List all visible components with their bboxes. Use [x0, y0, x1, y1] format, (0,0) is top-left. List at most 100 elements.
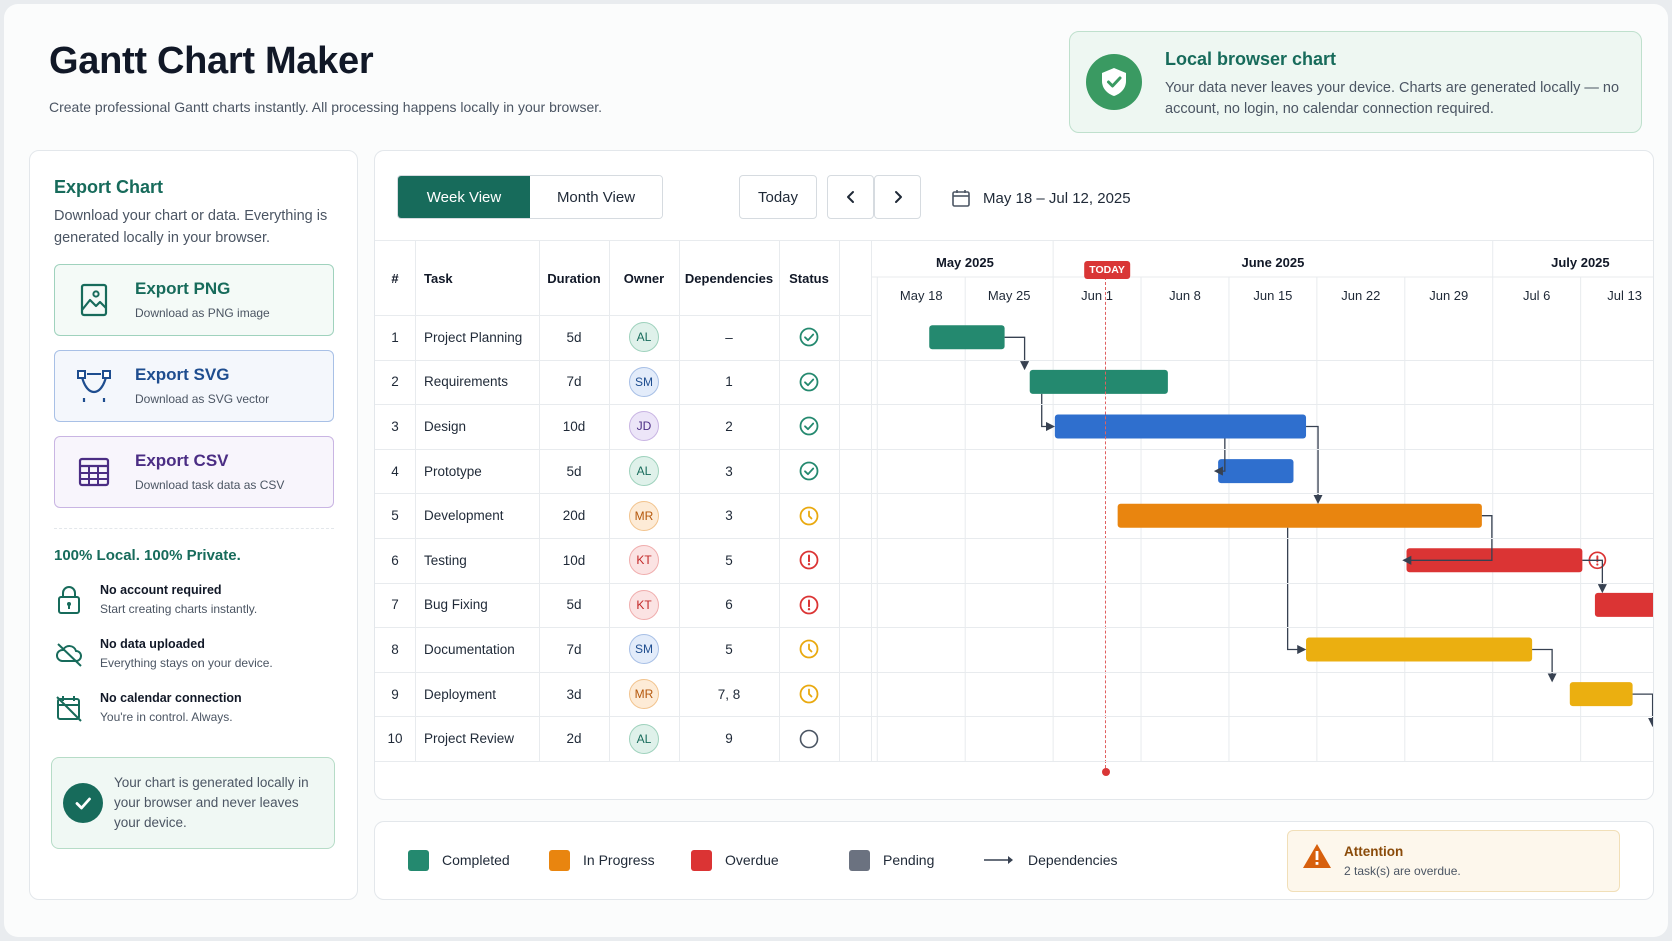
week-view-button[interactable]: Week View [398, 176, 530, 218]
status-cell [779, 583, 839, 628]
task-duration: 5d [566, 329, 582, 345]
week-label: May 18 [899, 288, 943, 303]
gantt-bar[interactable] [929, 325, 1005, 350]
timeline: May 18 May 25 Jun 1 Jun 8 Jun 15 Jun 22 Jun 29… [871, 241, 1653, 791]
week-label: Jun 8 [1169, 288, 1201, 303]
status-overdue-icon [799, 550, 819, 570]
export-csv-button[interactable]: Export CSV Download task data as CSV [54, 436, 334, 508]
task-number: 9 [391, 686, 399, 702]
table-row[interactable]: 8 Documentation 7d SM 5 [375, 627, 871, 672]
task-duration: 10d [562, 418, 586, 434]
banner-text: Your data never leaves your device. Char… [1165, 80, 1620, 117]
export-png-button[interactable]: Export PNG Download as PNG image [54, 264, 334, 336]
table-row[interactable]: 10 Project Review 2d AL 9 [375, 716, 871, 761]
gantt-bar[interactable] [1569, 682, 1633, 707]
table-row[interactable]: 3 Design 10d JD 2 [375, 404, 871, 449]
check-circle-icon [63, 783, 103, 823]
gantt-bar[interactable] [1029, 369, 1168, 394]
avatar: SM [629, 366, 659, 397]
status-overdue-icon [799, 595, 819, 615]
task-name: Project Review [424, 731, 515, 747]
gantt-bar[interactable] [1406, 548, 1583, 573]
task-dependencies: 9 [725, 731, 733, 747]
table-row[interactable]: 2 Requirements 7d SM 1 [375, 360, 871, 405]
status-cell [779, 672, 839, 717]
table-row[interactable]: 7 Bug Fixing 5d KT 6 [375, 583, 871, 628]
grid-line [375, 761, 1653, 762]
status-in-progress-icon [799, 684, 819, 704]
gantt-bar[interactable] [1306, 637, 1533, 662]
status-completed-icon [799, 417, 819, 436]
export-svg-subtitle: Download as SVG vector [135, 392, 270, 406]
task-name: Development [424, 508, 504, 524]
task-duration: 7d [566, 641, 582, 657]
lock-icon [58, 586, 80, 614]
month-view-button[interactable]: Month View [530, 176, 662, 218]
task-name: Prototype [424, 463, 482, 479]
task-dependencies: 3 [725, 508, 733, 524]
task-number: 1 [391, 329, 399, 345]
attention-title: Attention [1344, 844, 1404, 859]
grid-line [375, 671, 1653, 673]
header-duration: Duration [547, 270, 601, 286]
task-dependencies: – [725, 329, 733, 345]
task-name: Bug Fixing [424, 597, 488, 613]
table-row[interactable]: 9 Deployment 3d MR 7, 8 [375, 672, 871, 717]
today-line [1105, 277, 1107, 773]
owner-cell: SM [609, 360, 679, 405]
feature-subtitle: Start creating charts instantly. [100, 602, 258, 616]
feature-title: No calendar connection [100, 691, 242, 705]
table-row[interactable]: 4 Prototype 5d AL 3 [375, 449, 871, 494]
avatar: MR [629, 679, 659, 710]
task-name: Testing [424, 552, 467, 568]
gantt-bar[interactable] [1218, 459, 1294, 484]
generated-locally-note: Your chart is generated locally in your … [51, 757, 335, 849]
avatar: KT [629, 545, 659, 576]
task-name: Design [424, 418, 467, 434]
owner-cell: AL [609, 315, 679, 360]
task-duration: 10d [562, 552, 586, 568]
legend-label: In Progress [583, 852, 655, 868]
task-number: 8 [391, 641, 399, 657]
legend-swatch [849, 849, 870, 871]
task-dependencies: 5 [725, 641, 733, 657]
today-button[interactable]: Today [739, 175, 817, 219]
page-subtitle: Create professional Gantt charts instant… [49, 99, 603, 115]
dependency-arrow [1582, 559, 1607, 594]
owner-cell: JD [609, 404, 679, 449]
task-duration: 5d [566, 597, 582, 613]
shield-check-icon [1086, 54, 1142, 110]
previous-button[interactable] [827, 175, 874, 219]
table-row[interactable]: 1 Project Planning 5d AL – [375, 315, 871, 360]
grid-line [779, 241, 780, 761]
month-label: July 2025 [1551, 255, 1610, 270]
task-name: Deployment [424, 686, 497, 702]
arrow-right-icon [984, 856, 1013, 864]
header-owner: Owner [623, 270, 665, 286]
table-row[interactable]: 6 Testing 10d KT 5 [375, 538, 871, 583]
task-number: 4 [391, 463, 399, 479]
grid-line [539, 241, 540, 761]
gantt-bar[interactable] [1117, 503, 1482, 528]
export-csv-label: Export CSV [135, 451, 229, 470]
owner-cell: KT [609, 583, 679, 628]
status-in-progress-icon [799, 506, 819, 526]
legend-completed: Completed [408, 848, 510, 872]
status-cell [779, 449, 839, 494]
date-range: May 18 – Jul 12, 2025 [951, 186, 1131, 210]
table-row[interactable]: 5 Development 20d MR 3 [375, 493, 871, 538]
export-svg-button[interactable]: Export SVG Download as SVG vector [54, 350, 334, 422]
week-label: Jun 1 [1081, 288, 1113, 303]
warning-icon [1303, 844, 1331, 868]
view-toggle: Week View Month View [397, 175, 663, 219]
grid-line [871, 241, 872, 761]
grid-line [839, 241, 840, 761]
task-number: 3 [391, 418, 399, 434]
privacy-heading: 100% Local. 100% Private. [54, 547, 241, 564]
header-task: Task [424, 270, 453, 286]
next-button[interactable] [874, 175, 921, 219]
owner-cell: MR [609, 493, 679, 538]
owner-cell: SM [609, 627, 679, 672]
gantt-bar[interactable] [1054, 414, 1307, 439]
gantt-bar[interactable] [1594, 592, 1653, 617]
